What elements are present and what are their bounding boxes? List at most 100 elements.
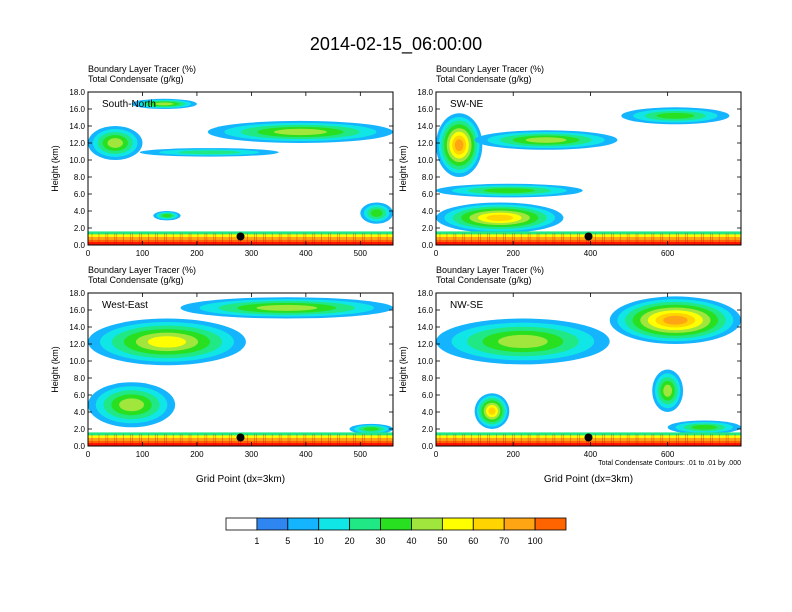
x-tick-label: 400 [584,249,598,258]
y-tick-label: 6.0 [422,190,434,199]
colorbar-label: 60 [468,536,478,546]
x-tick-label: 0 [434,249,439,258]
x-axis-label: Grid Point (dx=3km) [196,474,285,485]
colorbar-cell-7 [441,517,474,531]
y-tick-label: 18.0 [417,88,433,97]
colorbar-cell-0 [225,517,258,531]
y-tick-label: 12.0 [417,139,433,148]
tracer-blob-1-level-30 [256,304,318,311]
tracer-blob-0-level-30 [498,334,548,349]
x-tick-label: 200 [507,249,521,258]
x-tick-label: 600 [661,450,675,459]
colorbar-cell-4 [349,517,381,531]
x-tick-label: 100 [136,450,150,459]
y-tick-label: 4.0 [74,207,86,216]
panel-label: NW-SE [450,300,483,311]
tracer-blob-3-level-30 [663,384,673,397]
x-tick-label: 200 [190,249,204,258]
colorbar-cell-5 [380,517,412,531]
panels: 0.0 2.0 4.0 6.0 8.0 10.0 12.0 14.0 16.0 18.0 0 100 2… [50,64,742,485]
tracer-blob-4-level-20 [691,424,718,430]
y-tick-label: 2.0 [74,224,86,233]
panel-label: SW-NE [450,99,483,110]
y-tick-label: 0.0 [74,442,86,451]
tracer-blob-3-level-20 [363,427,379,431]
plot-frame [87,292,394,447]
panel-title-line1: Boundary Layer Tracer (%) [436,64,544,74]
tracer-blob-0-level-60 [454,139,464,152]
y-tick-label: 18.0 [69,289,85,298]
tracer-blob-4-level-50 [486,214,514,222]
tracer-blob-2-level-30 [119,398,145,412]
x-tick-label: 0 [434,450,439,459]
location-marker [236,433,245,442]
y-tick-label: 14.0 [417,323,433,332]
x-tick-label: 500 [354,450,368,459]
y-tick-label: 10.0 [417,357,433,366]
panel-nw-se: 0.0 2.0 4.0 6.0 8.0 10.0 12.0 14.0 16.0 18.0 0 200 4… [398,265,742,485]
plot-frame [87,91,394,246]
x-tick-label: 600 [661,249,675,258]
y-tick-label: 10.0 [417,156,433,165]
tracer-blob-1-level-30 [273,128,327,136]
tracer-blob-2-level-50 [488,407,496,415]
colorbar-label: 30 [376,536,386,546]
tracer-blob-2-level-20 [656,112,695,119]
panel-title-line1: Boundary Layer Tracer (%) [88,265,196,275]
location-marker [584,433,593,442]
y-tick-label: 14.0 [417,122,433,131]
tracer-blob-1-level-30 [525,137,567,143]
figure-title: 2014-02-15_06:00:00 [310,34,482,55]
y-tick-label: 10.0 [69,357,85,366]
panel-label: South-North [102,99,156,110]
y-tick-label: 16.0 [69,105,85,114]
y-tick-label: 16.0 [69,306,85,315]
x-tick-label: 300 [245,249,259,258]
x-tick-label: 0 [86,249,91,258]
y-tick-label: 16.0 [417,105,433,114]
panel-title-line2: Total Condensate (g/kg) [436,74,532,84]
colorbar-label: 1 [254,536,259,546]
location-marker [236,232,245,241]
tracer-blob-4-level-20 [162,214,172,218]
y-axis-label: Height (km) [398,346,408,393]
y-tick-label: 0.0 [74,241,86,250]
colorbar-cell-8 [472,517,505,531]
panel-south-north: 0.0 2.0 4.0 6.0 8.0 10.0 12.0 14.0 16.0 18.0 0 100 2… [50,64,394,258]
x-tick-label: 200 [507,450,521,459]
panel-sw-ne: 0.0 2.0 4.0 6.0 8.0 10.0 12.0 14.0 16.0 18.0 0 200 4… [398,64,742,258]
y-axis-label: Height (km) [398,145,408,192]
y-tick-label: 14.0 [69,323,85,332]
y-tick-label: 6.0 [74,190,86,199]
tracer-blob-2-level-30 [107,138,124,148]
tracer-blob-3-level-10 [178,150,241,155]
y-tick-label: 8.0 [422,374,434,383]
colorbar-label: 20 [345,536,355,546]
plot-frame [435,292,742,447]
x-tick-label: 300 [245,450,259,459]
tracer-blob-0-level-30 [154,102,174,106]
colorbar: 1 5 10 20 30 40 50 60 70 100 [225,517,567,546]
tracer-blob-0-level-40 [147,336,187,348]
colorbar-label: 50 [437,536,447,546]
plot-area [88,92,393,245]
colorbar-label: 5 [285,536,290,546]
panel-label: West-East [102,300,148,311]
tracer-blob-3-level-20 [483,188,535,193]
y-tick-label: 8.0 [422,173,434,182]
y-tick-label: 2.0 [422,425,434,434]
y-tick-label: 8.0 [74,374,86,383]
y-tick-label: 2.0 [422,224,434,233]
panel-title-line1: Boundary Layer Tracer (%) [88,64,196,74]
x-tick-label: 400 [584,450,598,459]
y-tick-label: 16.0 [417,306,433,315]
colorbar-cell-10 [534,517,567,531]
y-tick-label: 6.0 [74,391,86,400]
y-tick-label: 8.0 [74,173,86,182]
panel-title-line2: Total Condensate (g/kg) [88,275,184,285]
y-tick-label: 18.0 [69,88,85,97]
plot-frame [435,91,742,246]
y-tick-label: 14.0 [69,122,85,131]
y-tick-label: 4.0 [422,408,434,417]
panel-west-east: 0.0 2.0 4.0 6.0 8.0 10.0 12.0 14.0 16.0 18.0 0 100 2… [50,265,394,485]
